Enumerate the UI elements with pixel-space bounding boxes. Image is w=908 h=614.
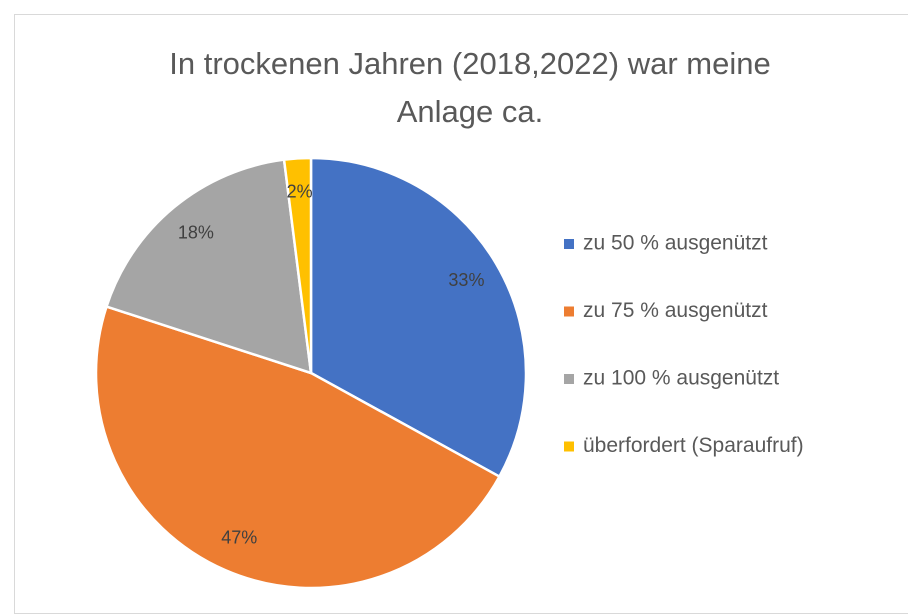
legend-label: zu 100 % ausgenützt: [583, 367, 779, 390]
legend-label: überfordert (Sparaufruf): [583, 434, 804, 457]
data-label: 33%: [448, 270, 484, 290]
pie-slice: [94, 304, 502, 590]
legend-label: zu 50 % ausgenützt: [583, 232, 768, 255]
pie-slice: [104, 158, 313, 375]
legend-swatch: [564, 374, 574, 384]
pie-slice: [309, 156, 528, 479]
legend-label: zu 75 % ausgenützt: [583, 299, 768, 322]
legend-swatch: [564, 441, 574, 452]
legend-swatch: [564, 239, 574, 249]
data-label: 47%: [221, 527, 257, 547]
legend-swatch: [564, 306, 574, 317]
pie-slice: [282, 156, 313, 374]
data-label: 2%: [287, 182, 313, 202]
data-label: 18%: [178, 223, 214, 243]
chart-title: In trockenen Jahren (2018,2022) war mein…: [169, 46, 771, 129]
